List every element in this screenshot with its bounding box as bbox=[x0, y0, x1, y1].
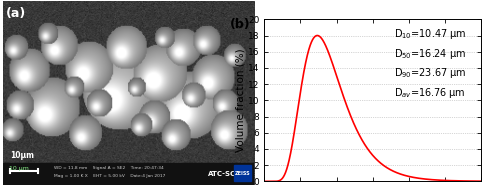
Bar bbox=[2, 163, 254, 185]
Text: D$_{10}$=10.47 μm
D$_{50}$=16.24 μm
D$_{90}$=23.67 μm
D$_{av}$=16.76 μm: D$_{10}$=10.47 μm D$_{50}$=16.24 μm D$_{… bbox=[394, 27, 467, 100]
Text: (b): (b) bbox=[230, 18, 250, 31]
Text: 10μm: 10μm bbox=[10, 151, 34, 160]
Text: ZEISS: ZEISS bbox=[234, 171, 250, 176]
Text: WD = 11.8 mm    Signal A = SE2    Time: 20:47:34: WD = 11.8 mm Signal A = SE2 Time: 20:47:… bbox=[54, 166, 164, 170]
Text: Mag = 1.00 K X    EHT = 5.00 kV    Date:4 Jan 2017: Mag = 1.00 K X EHT = 5.00 kV Date:4 Jan … bbox=[54, 174, 165, 178]
Text: 10 μm: 10 μm bbox=[9, 166, 29, 171]
Y-axis label: Volume fraction (%): Volume fraction (%) bbox=[235, 49, 245, 152]
Bar bbox=[234, 165, 250, 181]
Text: ATC-SCUT: ATC-SCUT bbox=[208, 171, 246, 177]
Text: (a): (a) bbox=[6, 7, 26, 20]
